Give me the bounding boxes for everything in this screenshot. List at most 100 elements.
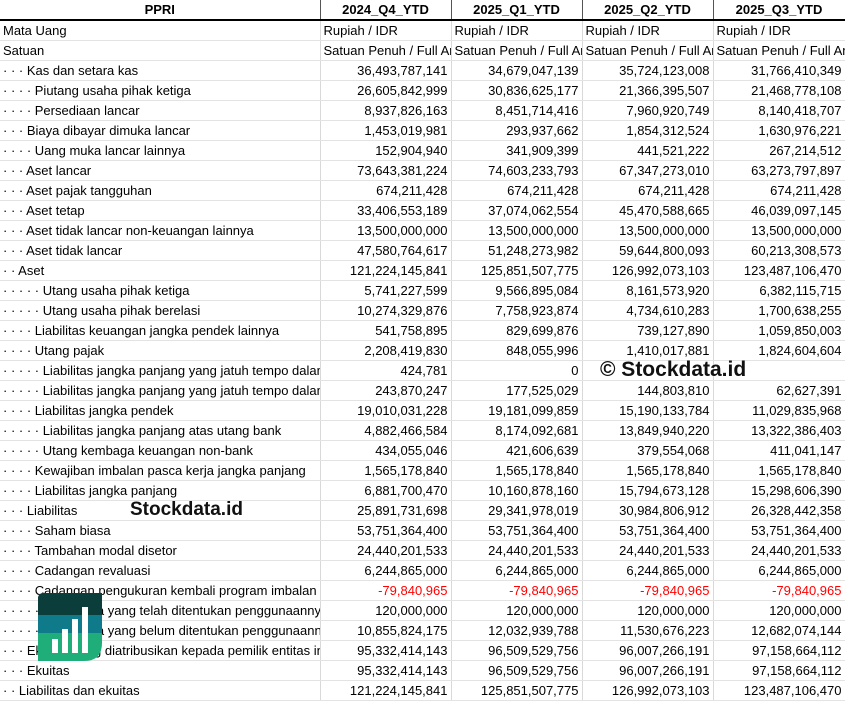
row-label[interactable]: · · · · · Utang usaha pihak berelasi [0, 300, 321, 321]
cell-value[interactable]: 125,851,507,775 [451, 260, 583, 281]
cell-value[interactable]: 674,211,428 [582, 180, 714, 201]
cell-value[interactable]: -79,840,965 [713, 580, 845, 601]
cell-value[interactable]: 29,341,978,019 [451, 500, 583, 521]
cell-value[interactable]: 123,487,106,470 [713, 680, 845, 701]
cell-value[interactable]: 13,500,000,000 [713, 220, 845, 241]
cell-value[interactable]: 12,032,939,788 [451, 620, 583, 641]
cell-value[interactable]: 8,161,573,920 [582, 280, 714, 301]
cell-value[interactable]: 24,440,201,533 [451, 540, 583, 561]
cell-value[interactable]: 53,751,364,400 [451, 520, 583, 541]
cell-value[interactable]: 434,055,046 [320, 440, 452, 461]
cell-value[interactable]: 674,211,428 [713, 180, 845, 201]
cell-value[interactable]: 15,794,673,128 [582, 480, 714, 501]
cell-value[interactable]: 120,000,000 [320, 600, 452, 621]
cell-value[interactable]: 7,758,923,874 [451, 300, 583, 321]
row-label[interactable]: · · · · · Liabilitas jangka panjang yang… [0, 380, 321, 401]
cell-value[interactable]: Satuan Penuh / Full Amount [320, 40, 452, 61]
cell-value[interactable]: 177,525,029 [451, 380, 583, 401]
cell-value[interactable]: 121,224,145,841 [320, 680, 452, 701]
cell-value[interactable]: 1,565,178,840 [713, 460, 845, 481]
row-label[interactable]: · · · · · Utang usaha pihak ketiga [0, 280, 321, 301]
cell-value[interactable]: 96,007,266,191 [582, 640, 714, 661]
cell-value[interactable]: 11,029,835,968 [713, 400, 845, 421]
row-label[interactable]: · · · · Liabilitas jangka pendek [0, 400, 321, 421]
cell-value[interactable]: -79,840,965 [582, 580, 714, 601]
cell-value[interactable]: 120,000,000 [713, 600, 845, 621]
header-period[interactable]: 2025_Q1_YTD [451, 0, 583, 21]
cell-value[interactable]: 379,554,068 [582, 440, 714, 461]
cell-value[interactable]: 30,836,625,177 [451, 80, 583, 101]
cell-value[interactable]: 1,453,019,981 [320, 120, 452, 141]
cell-value[interactable]: 96,509,529,756 [451, 660, 583, 681]
cell-value[interactable]: 24,440,201,533 [713, 540, 845, 561]
cell-value[interactable]: 674,211,428 [451, 180, 583, 201]
row-label[interactable]: · · · · Uang muka lancar lainnya [0, 140, 321, 161]
cell-value[interactable]: 53,751,364,400 [320, 520, 452, 541]
cell-value[interactable]: 6,244,865,000 [582, 560, 714, 581]
cell-value[interactable]: 63,273,797,897 [713, 160, 845, 181]
row-label[interactable]: · · · · Saham biasa [0, 520, 321, 541]
cell-value[interactable]: 62,627,391 [713, 380, 845, 401]
row-label[interactable]: · · · Aset pajak tangguhan [0, 180, 321, 201]
cell-value[interactable]: 95,332,414,143 [320, 640, 452, 661]
cell-value[interactable]: 126,992,073,103 [582, 680, 714, 701]
cell-value[interactable]: 74,603,233,793 [451, 160, 583, 181]
cell-value[interactable]: 2,208,419,830 [320, 340, 452, 361]
row-label[interactable]: · · · · Piutang usaha pihak ketiga [0, 80, 321, 101]
cell-value[interactable]: 67,347,273,010 [582, 160, 714, 181]
cell-value[interactable]: 21,366,395,507 [582, 80, 714, 101]
cell-value[interactable]: 10,855,824,175 [320, 620, 452, 641]
cell-value[interactable]: 1,630,976,221 [713, 120, 845, 141]
cell-value[interactable]: 59,644,800,093 [582, 240, 714, 261]
cell-value[interactable]: 0 [451, 360, 583, 381]
row-label[interactable]: · · · Aset lancar [0, 160, 321, 181]
cell-value[interactable]: 26,605,842,999 [320, 80, 452, 101]
row-label[interactable]: · · · Biaya dibayar dimuka lancar [0, 120, 321, 141]
cell-value[interactable]: 24,440,201,533 [320, 540, 452, 561]
cell-value[interactable]: 9,566,895,084 [451, 280, 583, 301]
cell-value[interactable]: 37,074,062,554 [451, 200, 583, 221]
cell-value[interactable]: 123,487,106,470 [713, 260, 845, 281]
cell-value[interactable]: 1,824,604,604 [713, 340, 845, 361]
cell-value[interactable]: 13,322,386,403 [713, 420, 845, 441]
cell-value[interactable]: 243,870,247 [320, 380, 452, 401]
cell-value[interactable]: 13,500,000,000 [320, 220, 452, 241]
cell-value[interactable]: 53,751,364,400 [582, 520, 714, 541]
cell-value[interactable]: 1,565,178,840 [451, 460, 583, 481]
header-period[interactable]: 2025_Q2_YTD [582, 0, 714, 21]
cell-value[interactable]: 848,055,996 [451, 340, 583, 361]
row-label[interactable]: · · · · Kewajiban imbalan pasca kerja ja… [0, 460, 321, 481]
row-label[interactable]: · · · Liabilitas [0, 500, 321, 521]
cell-value[interactable]: 1,700,638,255 [713, 300, 845, 321]
row-label[interactable]: · · · Aset tidak lancar [0, 240, 321, 261]
row-label[interactable]: · · · · Liabilitas keuangan jangka pende… [0, 320, 321, 341]
cell-value[interactable]: 674,211,428 [320, 180, 452, 201]
cell-value[interactable]: 8,174,092,681 [451, 420, 583, 441]
cell-value[interactable]: 6,881,700,470 [320, 480, 452, 501]
cell-value[interactable]: Satuan Penuh / Full Amount [451, 40, 583, 61]
cell-value[interactable]: 8,937,826,163 [320, 100, 452, 121]
cell-value[interactable]: 13,500,000,000 [451, 220, 583, 241]
cell-value[interactable]: 4,882,466,584 [320, 420, 452, 441]
cell-value[interactable]: Rupiah / IDR [713, 20, 845, 41]
cell-value[interactable]: 152,904,940 [320, 140, 452, 161]
cell-value[interactable]: 19,181,099,859 [451, 400, 583, 421]
cell-value[interactable]: 12,682,074,144 [713, 620, 845, 641]
cell-value[interactable]: 30,984,806,912 [582, 500, 714, 521]
cell-value[interactable]: 11,530,676,223 [582, 620, 714, 641]
row-label[interactable]: · · · · Cadangan revaluasi [0, 560, 321, 581]
cell-value[interactable] [582, 360, 714, 381]
cell-value[interactable]: 25,891,731,698 [320, 500, 452, 521]
header-period[interactable]: 2024_Q4_YTD [320, 0, 452, 21]
cell-value[interactable]: Rupiah / IDR [451, 20, 583, 41]
cell-value[interactable]: 125,851,507,775 [451, 680, 583, 701]
cell-value[interactable]: 8,140,418,707 [713, 100, 845, 121]
row-label[interactable]: · · · · · Utang kembaga keuangan non-ban… [0, 440, 321, 461]
cell-value[interactable]: -79,840,965 [320, 580, 452, 601]
cell-value[interactable]: 31,766,410,349 [713, 60, 845, 81]
row-label[interactable]: · · Liabilitas dan ekuitas [0, 680, 321, 701]
row-label[interactable]: · · · Ekuitas [0, 660, 321, 681]
cell-value[interactable]: 1,565,178,840 [320, 460, 452, 481]
cell-value[interactable]: 15,190,133,784 [582, 400, 714, 421]
cell-value[interactable]: 6,382,115,715 [713, 280, 845, 301]
